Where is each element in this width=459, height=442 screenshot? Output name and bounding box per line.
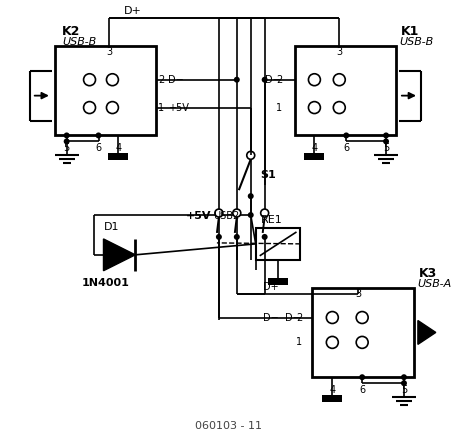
- Text: D1: D1: [104, 222, 119, 232]
- Text: 060103 - 11: 060103 - 11: [196, 421, 263, 431]
- Circle shape: [383, 133, 389, 138]
- Text: RE1: RE1: [261, 215, 282, 225]
- Circle shape: [95, 133, 101, 138]
- Circle shape: [248, 193, 254, 199]
- Circle shape: [262, 234, 268, 240]
- Circle shape: [383, 138, 389, 145]
- Circle shape: [261, 209, 269, 217]
- Circle shape: [84, 102, 95, 114]
- Circle shape: [106, 74, 118, 86]
- Text: +5V: +5V: [168, 103, 189, 113]
- Text: 4: 4: [311, 143, 318, 153]
- Text: D+: D+: [124, 6, 142, 16]
- Bar: [313, 288, 414, 377]
- Bar: [304, 153, 325, 160]
- Circle shape: [356, 336, 368, 348]
- Text: USB2: USB2: [213, 211, 239, 221]
- Circle shape: [64, 138, 70, 145]
- Circle shape: [326, 312, 338, 324]
- Text: D−: D−: [263, 312, 279, 323]
- Text: 2: 2: [158, 75, 164, 85]
- Text: 1: 1: [158, 103, 164, 113]
- Circle shape: [326, 336, 338, 348]
- Text: 1N4001: 1N4001: [82, 278, 129, 288]
- Circle shape: [216, 234, 222, 240]
- Text: USB-A: USB-A: [417, 279, 451, 289]
- Bar: [322, 395, 342, 402]
- Text: 5: 5: [401, 385, 407, 395]
- Text: 6: 6: [95, 143, 101, 153]
- Circle shape: [234, 234, 240, 240]
- Circle shape: [247, 151, 255, 159]
- Circle shape: [106, 102, 118, 114]
- Text: D+: D+: [263, 282, 278, 292]
- Text: 2: 2: [296, 312, 302, 323]
- Text: K2: K2: [62, 26, 80, 38]
- Polygon shape: [103, 239, 135, 271]
- Circle shape: [84, 74, 95, 86]
- Circle shape: [215, 209, 223, 217]
- Text: 5: 5: [383, 143, 389, 153]
- Text: 3: 3: [336, 47, 342, 57]
- Text: S1: S1: [261, 170, 276, 180]
- Text: 1: 1: [276, 103, 283, 113]
- Text: 6: 6: [359, 385, 365, 395]
- Circle shape: [359, 374, 365, 380]
- Circle shape: [401, 380, 407, 386]
- Text: 3: 3: [355, 289, 361, 299]
- Text: 6: 6: [343, 143, 349, 153]
- Text: +5V: +5V: [185, 211, 211, 221]
- Circle shape: [333, 102, 345, 114]
- Circle shape: [356, 312, 368, 324]
- Bar: [55, 46, 156, 135]
- Bar: [256, 228, 301, 260]
- Text: 3: 3: [106, 47, 112, 57]
- Text: 4: 4: [329, 385, 336, 395]
- Text: 1: 1: [297, 337, 302, 347]
- Text: D−: D−: [168, 75, 184, 85]
- Text: 2: 2: [276, 75, 283, 85]
- Text: K3: K3: [419, 267, 437, 280]
- Circle shape: [64, 133, 70, 138]
- Text: USB-B: USB-B: [63, 37, 97, 47]
- Text: 4: 4: [115, 143, 122, 153]
- Circle shape: [401, 374, 407, 380]
- Bar: [295, 46, 396, 135]
- Text: D−: D−: [265, 75, 280, 85]
- Circle shape: [248, 212, 254, 218]
- Polygon shape: [418, 320, 436, 344]
- Bar: [268, 278, 287, 285]
- Bar: [108, 153, 129, 160]
- Circle shape: [262, 77, 268, 83]
- Text: K1: K1: [401, 26, 420, 38]
- Circle shape: [343, 133, 349, 138]
- Circle shape: [233, 209, 241, 217]
- Circle shape: [333, 74, 345, 86]
- Text: USB-B: USB-B: [399, 37, 433, 47]
- Circle shape: [234, 77, 240, 83]
- Text: 5: 5: [63, 143, 70, 153]
- Text: D−: D−: [285, 312, 300, 323]
- Circle shape: [308, 74, 320, 86]
- Circle shape: [308, 102, 320, 114]
